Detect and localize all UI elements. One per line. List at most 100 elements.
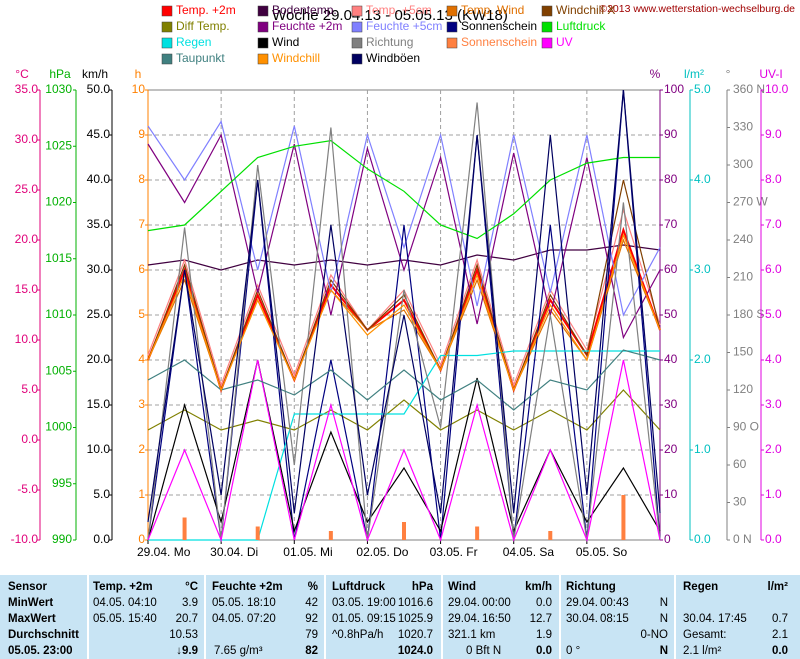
table-header: hPa	[412, 581, 434, 593]
table-cell: 04.05.	[93, 597, 125, 609]
table-header: Luftdruck	[332, 581, 386, 593]
axis-label: °	[726, 67, 731, 81]
bar	[328, 531, 333, 540]
legend-label: Sonnenschein	[461, 35, 537, 49]
table-cell: 92	[305, 613, 318, 625]
x-tick-label: 30.04. Di	[210, 545, 258, 559]
tick-label: 2.0	[765, 442, 782, 456]
table-header: Regen	[683, 581, 718, 593]
tick-label: 6.0	[765, 262, 782, 276]
table-cell: ↓9.9	[176, 645, 198, 657]
legend-swatch	[257, 21, 269, 33]
table-cell: 3.9	[182, 597, 198, 609]
legend-label: Richtung	[366, 35, 413, 49]
table-cell: 42	[305, 597, 318, 609]
legend-label: Wind	[272, 35, 299, 49]
table-cell: 1024.0	[398, 645, 433, 657]
table-cell: 10.53	[169, 629, 198, 641]
series-line	[147, 359, 661, 541]
legend-swatch	[257, 53, 269, 65]
legend-label: Bodentemp.	[272, 3, 337, 17]
table-cell: 00:43	[600, 597, 629, 609]
table-cell: N	[660, 613, 668, 625]
tick-label: 0.0	[21, 432, 38, 446]
legend-label: Windchill	[272, 51, 320, 65]
tick-label: 50	[664, 307, 678, 321]
table-cell: 29.04.	[448, 613, 480, 625]
tick-label: 20	[664, 442, 678, 456]
x-tick-label: 01.05. Mi	[283, 545, 332, 559]
axis-label: hPa	[49, 67, 71, 81]
table-cell: 01.05.	[332, 613, 364, 625]
tick-label: 5.0	[21, 382, 38, 396]
bar	[475, 526, 480, 540]
tick-label: 1010	[45, 307, 72, 321]
table-cell: 7.65 g/m³	[214, 645, 263, 657]
table-cell: 05.05.	[212, 597, 244, 609]
table-cell: 09:15	[367, 613, 396, 625]
table: Sensor Temp. +2m °C Feuchte +2m% Luftdruck hP…	[8, 575, 788, 659]
legend-label: UV	[556, 35, 573, 49]
legend-label: Temp. Wind	[461, 3, 524, 17]
tick-label: 9.0	[765, 127, 782, 141]
table-header: °C	[185, 581, 198, 593]
tick-label: 10.0	[15, 332, 39, 346]
tick-label: 0	[138, 532, 145, 546]
axis-label: l/m²	[684, 67, 704, 81]
tick-label: -10.0	[11, 532, 39, 546]
tick-label: 25.0	[15, 182, 39, 196]
tick-label: 5.0	[93, 487, 110, 501]
table-cell: 04.05.	[212, 613, 244, 625]
series-line	[147, 102, 661, 541]
table-cell: 15:40	[128, 613, 157, 625]
tick-label: 995	[52, 476, 72, 490]
x-tick-label: 02.05. Do	[356, 545, 408, 559]
tick-label: 4	[138, 352, 145, 366]
legend-swatch	[161, 53, 173, 65]
table-cell: 07:20	[247, 613, 276, 625]
x-tick-label: 03.05. Fr	[430, 545, 478, 559]
table-cell: 00:00	[482, 597, 511, 609]
table-header: Sensor	[8, 581, 48, 593]
axis-label: °C	[15, 67, 29, 81]
table-header: %	[308, 581, 318, 593]
tick-label: 1000	[45, 420, 72, 434]
table-cell: 12.7	[530, 613, 552, 625]
table-cell: 03.05.	[332, 597, 364, 609]
tick-label: 240	[733, 232, 753, 246]
table-cell: Durchschnitt	[8, 629, 79, 641]
legend-swatch	[541, 5, 553, 17]
table-cell: 1016.6	[398, 597, 433, 609]
bar	[255, 526, 260, 540]
tick-label: 0.0	[694, 532, 711, 546]
axis-label: UV-I	[759, 67, 782, 81]
table-cell: 0 Bft N	[466, 645, 501, 657]
tick-label: 330	[733, 120, 753, 134]
legend-label: Sonnenschein	[461, 19, 537, 33]
tick-label: 0	[664, 532, 671, 546]
tick-label: 150	[733, 345, 753, 359]
x-tick-label: 05.05. So	[576, 545, 628, 559]
table-cell: 1.9	[536, 629, 552, 641]
tick-label: 1025	[45, 138, 72, 152]
legend-label: Luftdruck	[556, 19, 606, 33]
tick-label: -5.0	[17, 482, 38, 496]
tick-label: 5.0	[765, 307, 782, 321]
legend-label: Windchill X	[556, 3, 615, 17]
tick-label: 60	[664, 262, 678, 276]
tick-label: 2.0	[694, 352, 711, 366]
tick-label: 360 N	[733, 82, 765, 96]
tick-label: 300	[733, 157, 753, 171]
tick-label: 1015	[45, 251, 72, 265]
tick-label: 30.0	[15, 132, 39, 146]
tick-label: 1.0	[765, 487, 782, 501]
tick-label: 10.0	[87, 442, 111, 456]
tick-label: 3.0	[694, 262, 711, 276]
tick-label: 35.0	[87, 217, 111, 231]
legend-swatch	[446, 37, 458, 49]
copyright: ©2013 www.wetterstation-wechselburg.de	[599, 3, 795, 15]
legend-swatch	[351, 53, 363, 65]
tick-label: 6	[138, 262, 145, 276]
series-line	[147, 359, 661, 543]
table-cell: 0.0	[536, 597, 552, 609]
